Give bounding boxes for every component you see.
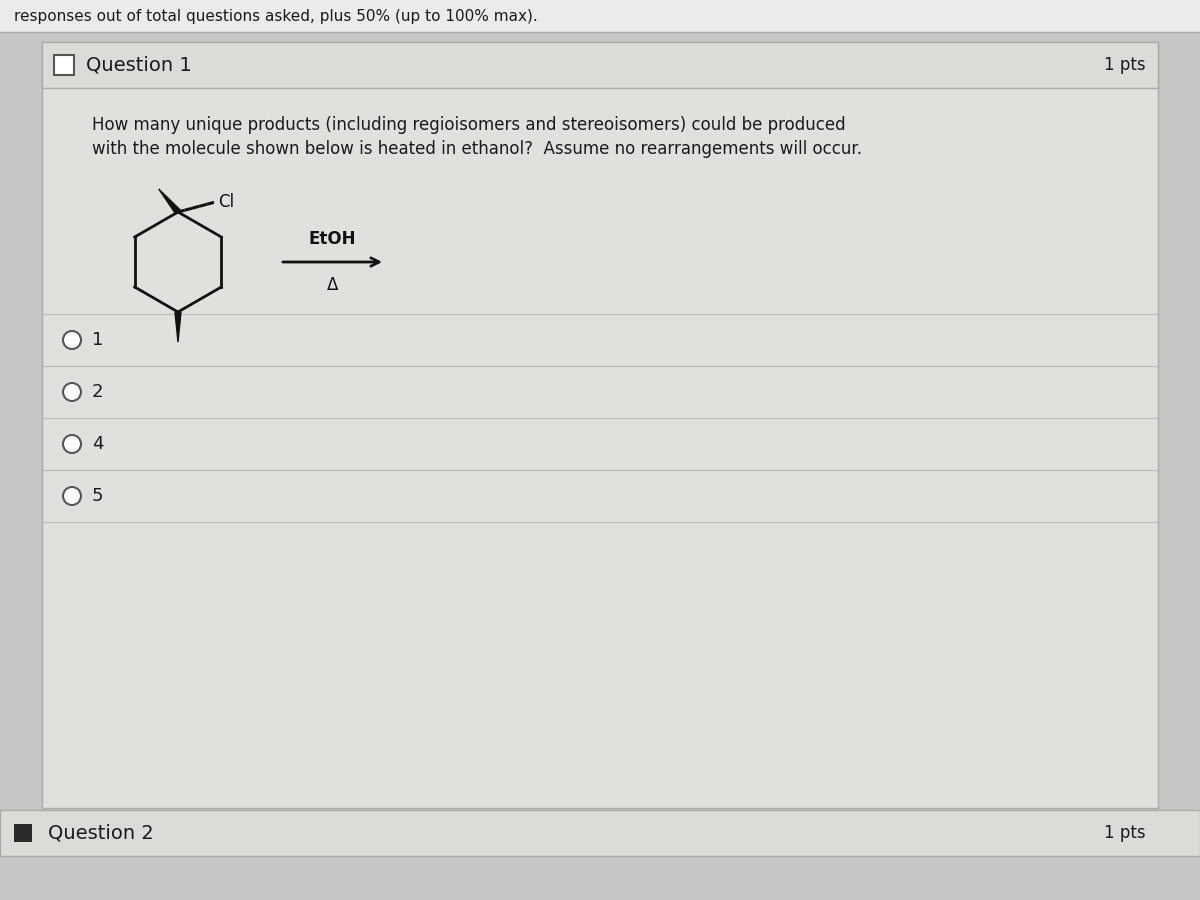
- Bar: [0, 0, 1200, 32]
- Text: 1 pts: 1 pts: [1104, 824, 1146, 842]
- Circle shape: [64, 383, 82, 401]
- Text: 4: 4: [92, 435, 103, 453]
- Bar: [42, 42, 1158, 88]
- Circle shape: [64, 331, 82, 349]
- Text: 1: 1: [92, 331, 103, 349]
- Text: How many unique products (including regioisomers and stereoisomers) could be pro: How many unique products (including regi…: [92, 116, 846, 134]
- Text: Question 1: Question 1: [86, 56, 192, 75]
- Bar: [14, 824, 32, 842]
- Text: Question 2: Question 2: [48, 824, 154, 842]
- Text: 5: 5: [92, 487, 103, 505]
- Bar: [42, 42, 1158, 808]
- Text: 1 pts: 1 pts: [1104, 56, 1146, 74]
- Circle shape: [64, 487, 82, 505]
- Text: with the molecule shown below is heated in ethanol?  Assume no rearrangements wi: with the molecule shown below is heated …: [92, 140, 862, 158]
- Circle shape: [64, 435, 82, 453]
- Text: Cl: Cl: [217, 194, 234, 212]
- Polygon shape: [175, 312, 181, 342]
- Bar: [54, 55, 74, 75]
- Text: EtOH: EtOH: [308, 230, 356, 248]
- Text: responses out of total questions asked, plus 50% (up to 100% max).: responses out of total questions asked, …: [14, 8, 538, 23]
- Polygon shape: [158, 189, 180, 214]
- Bar: [0, 810, 1200, 856]
- Text: Δ: Δ: [326, 276, 338, 294]
- Text: 2: 2: [92, 383, 103, 401]
